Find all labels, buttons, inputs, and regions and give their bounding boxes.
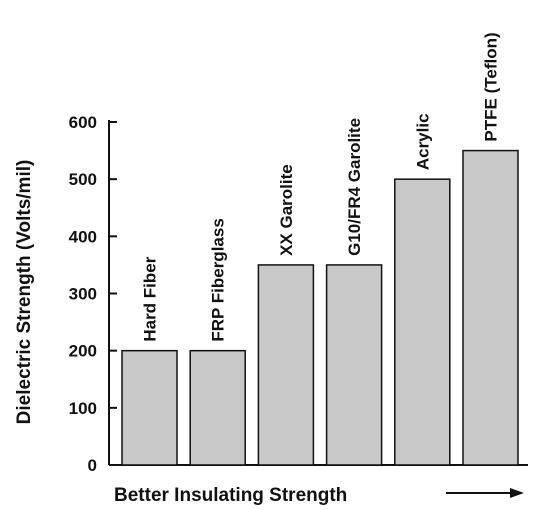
y-tick-label: 0 (88, 456, 97, 475)
bar-labels: Hard Fiber FRP Fiberglass XX Garolite G10/F… (141, 32, 501, 341)
bar (257, 264, 315, 466)
bar (121, 349, 178, 466)
bar-category-label: G10/FR4 Garolite (345, 118, 364, 256)
bar-category-label: Hard Fiber (141, 256, 160, 341)
y-tick-label: 500 (69, 170, 97, 189)
right-arrow-icon (446, 488, 524, 498)
bar-category-label: Acrylic (413, 113, 432, 170)
x-axis-label: Better Insulating Strength (114, 485, 347, 506)
y-tick-label: 600 (69, 113, 97, 132)
bar (325, 264, 383, 466)
y-axis-label: Dielectric Strength (Volts/mil) (14, 160, 35, 425)
bar (394, 178, 451, 466)
bar-category-label: XX Garolite (277, 164, 296, 256)
bars (121, 149, 519, 466)
y-tick-label: 100 (69, 399, 97, 418)
bar-category-label: FRP Fiberglass (209, 218, 228, 341)
bar (189, 349, 246, 466)
y-tick-label: 200 (69, 342, 97, 361)
bar (462, 149, 519, 466)
y-tick-label: 400 (69, 227, 97, 246)
bar-category-label: PTFE (Teflon) (482, 32, 501, 141)
y-ticks: 0 100 200 300 400 500 600 (69, 113, 117, 475)
y-tick-label: 300 (69, 285, 97, 304)
